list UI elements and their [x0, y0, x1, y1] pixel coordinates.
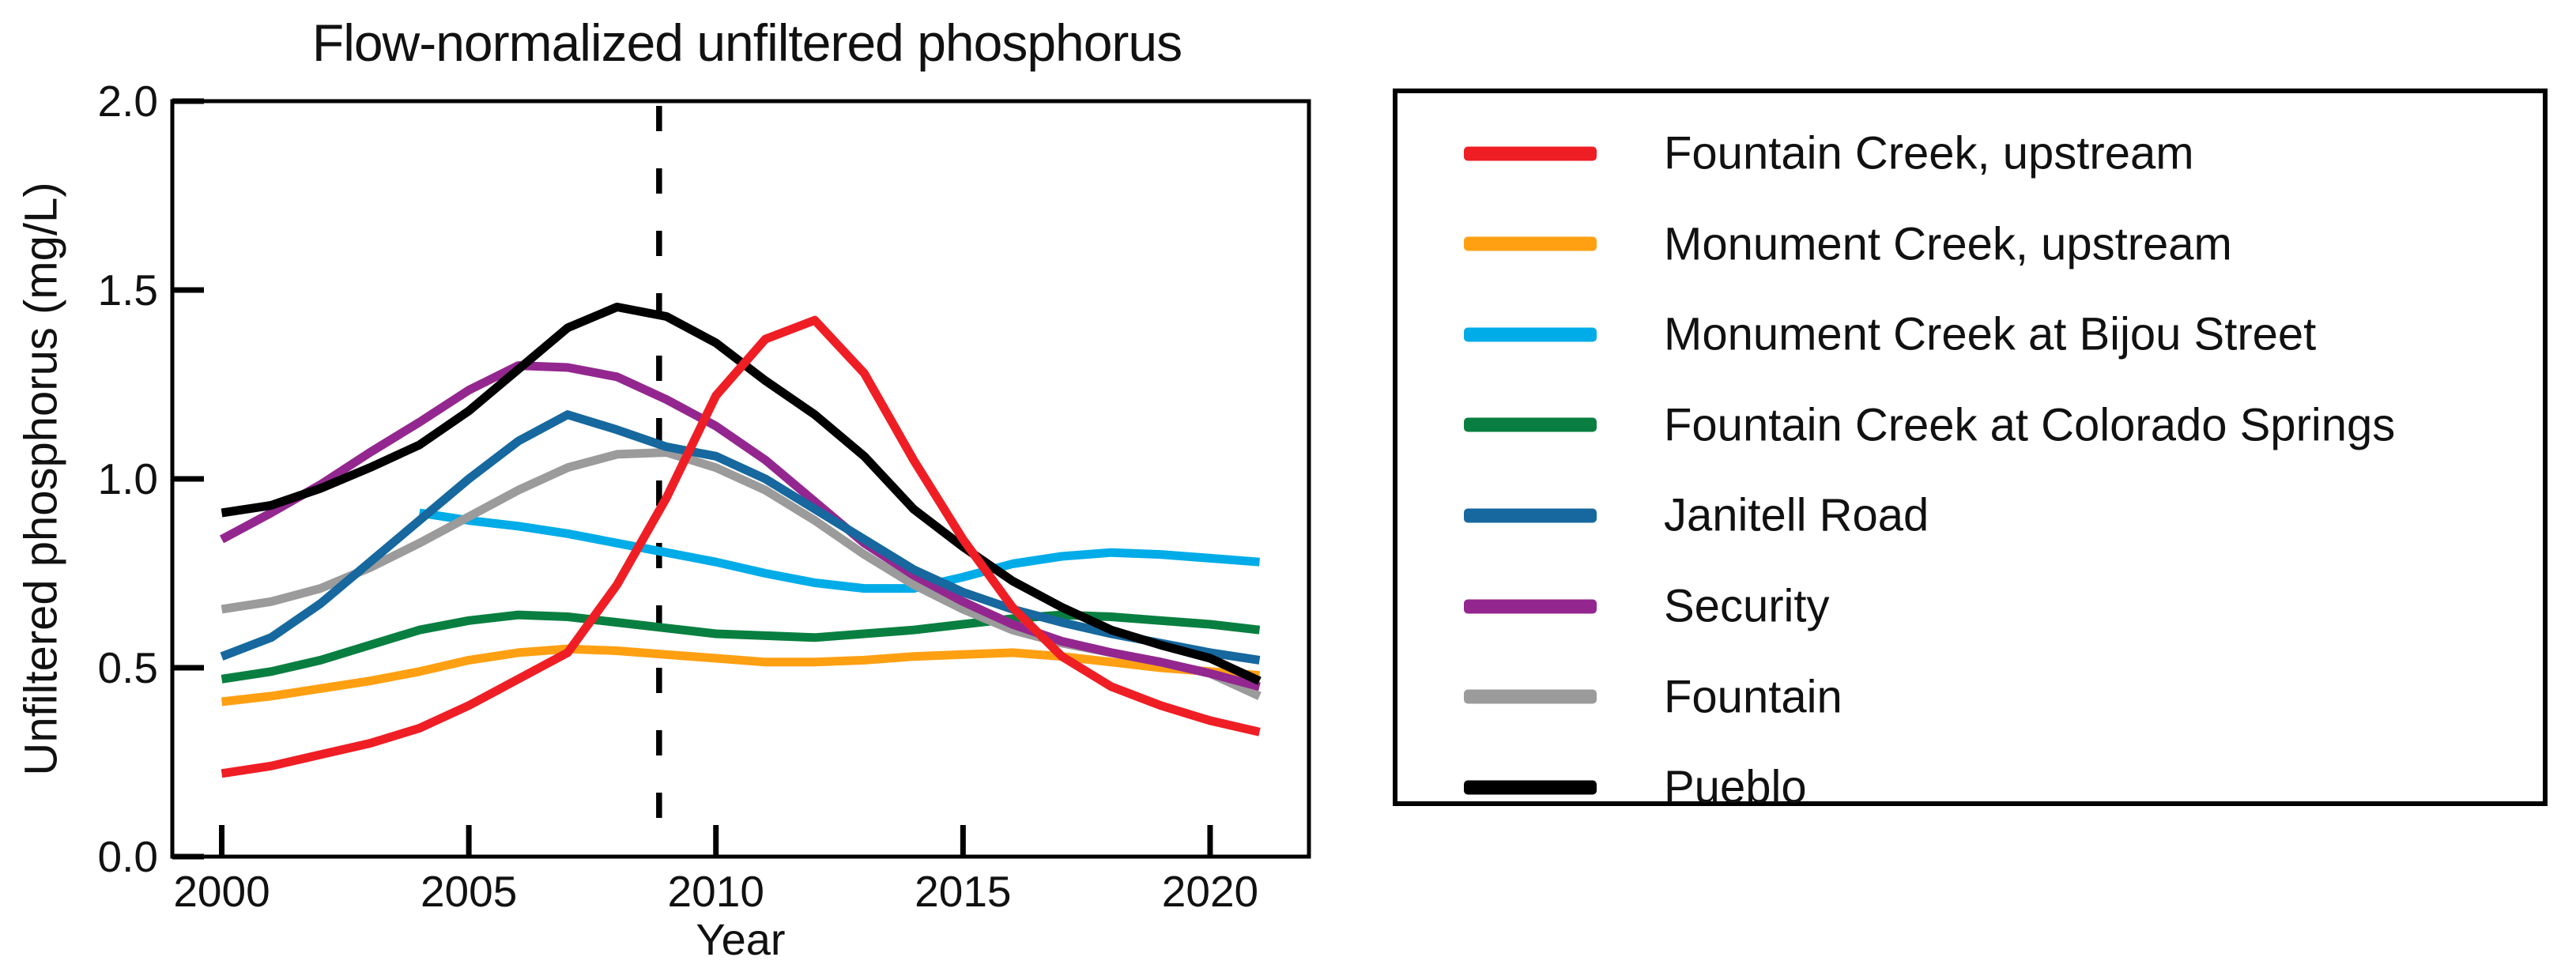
- legend-swatch-security: [1464, 599, 1597, 613]
- legend-label: Fountain Creek at Colorado Springs: [1664, 399, 2396, 451]
- x-tick-label: 2015: [915, 867, 1012, 916]
- x-tick-label: 2010: [667, 867, 764, 916]
- y-tick-label: 1.5: [97, 266, 158, 315]
- y-tick-label: 1.0: [97, 454, 158, 503]
- legend-swatch-fountain-creek-upstream: [1464, 146, 1597, 160]
- legend-swatch-janitell-road: [1464, 508, 1597, 523]
- legend-label: Fountain: [1664, 671, 1842, 723]
- x-tick-label: 2005: [420, 867, 518, 916]
- legend-label: Security: [1664, 580, 1830, 632]
- y-tick-label: 0.5: [97, 643, 158, 692]
- legend-label: Monument Creek, upstream: [1664, 218, 2232, 270]
- legend-swatch-fountain-creek-at-colorado-springs: [1464, 417, 1597, 432]
- series-line-monument-creek-upstream: [221, 644, 1260, 706]
- series-line-security: [219, 361, 1261, 691]
- legend-label: Monument Creek at Bijou Street: [1664, 308, 2317, 360]
- legend-item-fountain: Fountain: [1464, 670, 1842, 723]
- legend-swatch-pueblo: [1464, 780, 1597, 795]
- legend-swatch-monument-creek-upstream: [1464, 236, 1597, 251]
- legend-item-fountain-creek-at-colorado-springs: Fountain Creek at Colorado Springs: [1464, 398, 2395, 451]
- legend-label: Fountain Creek, upstream: [1664, 127, 2194, 179]
- chart-title: Flow-normalized unfiltered phosphorus: [311, 13, 1182, 72]
- legend-swatch-fountain: [1464, 689, 1597, 704]
- legend: Fountain Creek, upstream Monument Creek, …: [1393, 89, 2548, 813]
- legend-item-monument-creek-at-bijou-street: Monument Creek at Bijou Street: [1464, 308, 2316, 361]
- legend-item-monument-creek-upstream: Monument Creek, upstream: [1464, 217, 2232, 270]
- legend-label: Pueblo: [1664, 761, 1807, 813]
- legend-swatch-monument-creek-at-bijou-street: [1464, 327, 1597, 342]
- y-tick-label: 0.0: [97, 832, 158, 881]
- x-tick-label: 2000: [173, 867, 270, 916]
- y-tick-label: 2.0: [97, 77, 158, 126]
- series-line-monument-creek-at-bijou-street: [418, 508, 1260, 593]
- x-tick-label: 2020: [1161, 867, 1259, 916]
- x-axis-label: Year: [696, 914, 786, 964]
- series-line-janitell-road: [220, 410, 1261, 665]
- series-line-fountain-creek-upstream: [221, 315, 1261, 778]
- legend-item-fountain-creek-upstream: Fountain Creek, upstream: [1464, 127, 2194, 180]
- legend-item-pueblo: Pueblo: [1464, 761, 1807, 814]
- legend-item-janitell-road: Janitell Road: [1464, 489, 1929, 542]
- legend-item-security: Security: [1464, 580, 1830, 633]
- legend-label: Janitell Road: [1664, 489, 1929, 541]
